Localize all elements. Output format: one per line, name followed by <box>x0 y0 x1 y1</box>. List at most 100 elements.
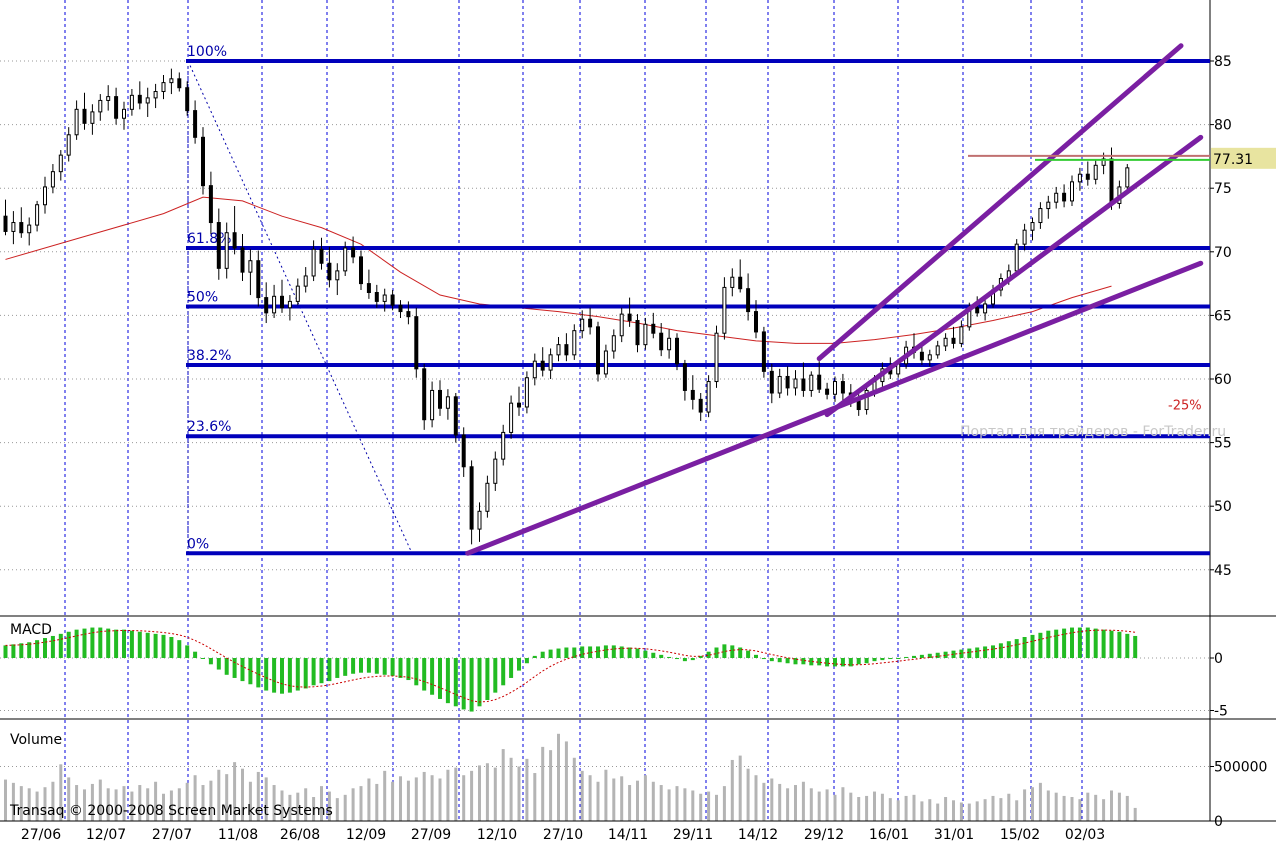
macd-bar <box>848 658 853 667</box>
macd-bar <box>35 640 40 658</box>
y-tick-label: 85 <box>1214 54 1232 70</box>
candle-body <box>935 345 940 356</box>
volume-bar <box>193 775 197 821</box>
macd-bar <box>509 658 514 678</box>
volume-bar <box>786 788 790 821</box>
macd-bar <box>493 658 498 693</box>
macd-bar <box>477 658 482 707</box>
volume-bar <box>636 780 639 821</box>
macd-bar <box>145 632 150 658</box>
candle-body <box>643 323 648 346</box>
candle-body <box>833 381 837 395</box>
candle-body <box>58 154 63 173</box>
macd-bar <box>1062 628 1067 658</box>
volume-bar <box>501 749 505 821</box>
macd-bar <box>761 658 766 660</box>
macd-bar <box>382 658 387 675</box>
candle-body <box>706 381 711 413</box>
candle-body <box>406 311 411 318</box>
macd-bar <box>548 649 553 658</box>
macd-bar <box>698 655 703 658</box>
volume-bar <box>865 795 869 821</box>
candle-body <box>1070 181 1074 202</box>
macd-bar <box>619 646 624 658</box>
macd-bar <box>445 658 450 704</box>
macd-bar <box>272 658 277 693</box>
macd-bar <box>248 658 253 685</box>
volume-bar <box>596 781 600 821</box>
fibonacci-level-label: 23.6% <box>187 419 231 435</box>
candle-body <box>137 94 142 104</box>
macd-bar <box>216 658 221 670</box>
macd-bar <box>453 658 458 707</box>
volume-bar <box>1117 792 1121 821</box>
candle-body <box>461 434 466 468</box>
macd-bar <box>927 653 932 658</box>
x-tick-label: 02/03 <box>1065 827 1105 843</box>
macd-bar <box>303 658 308 689</box>
macd-bar <box>193 651 198 658</box>
macd-bar <box>556 648 561 658</box>
macd-label: MACD <box>10 622 52 638</box>
candle-body <box>248 260 253 273</box>
volume-bar <box>19 786 23 821</box>
candle-body <box>256 260 261 299</box>
volume-panel: Volume 500000 0 <box>0 732 1267 830</box>
volume-bar <box>67 777 71 821</box>
candle-body <box>769 370 774 394</box>
volume-bar <box>572 757 576 821</box>
volume-bar <box>296 792 300 821</box>
candle-body <box>761 331 766 372</box>
macd-tick-label: 0 <box>1214 651 1223 667</box>
candle-body <box>50 171 55 188</box>
macd-bar <box>469 658 474 712</box>
volume-bar <box>83 789 86 821</box>
volume-bar <box>722 786 726 821</box>
macd-bar <box>983 646 988 658</box>
macd-bar <box>287 658 292 693</box>
candle-body <box>335 270 340 281</box>
macd-bar <box>635 648 640 658</box>
x-tick-label: 29/11 <box>673 827 713 843</box>
volume-bar <box>967 803 971 821</box>
macd-bar <box>1038 632 1043 658</box>
volume-bar <box>904 795 908 821</box>
volume-bar <box>367 778 371 821</box>
volume-tick-label: 0 <box>1214 814 1223 830</box>
candle-body <box>185 87 190 112</box>
candle-body <box>264 297 269 314</box>
candle-body <box>738 276 743 290</box>
volume-bar <box>778 783 782 821</box>
candle-body <box>414 316 419 370</box>
volume-bar <box>801 781 805 821</box>
volume-bar <box>588 775 592 821</box>
macd-bar <box>777 658 782 663</box>
volume-bar <box>1038 782 1042 821</box>
volume-bar <box>999 798 1003 821</box>
macd-bar <box>690 658 695 661</box>
candle-body <box>193 110 198 138</box>
macd-bar <box>1054 629 1059 658</box>
macd-bar <box>912 655 916 658</box>
y-tick-label: 55 <box>1214 436 1232 452</box>
candle-body <box>825 388 830 395</box>
volume-bar <box>809 788 813 821</box>
macd-bar <box>967 648 972 658</box>
macd-bar <box>66 631 71 658</box>
candle-body <box>943 337 948 347</box>
macd-bar <box>169 637 174 658</box>
volume-bar <box>177 788 181 821</box>
macd-bar <box>730 645 735 658</box>
volume-bar <box>525 758 529 821</box>
volume-bar <box>320 786 323 821</box>
macd-bar <box>430 658 435 695</box>
macd-bar <box>335 658 340 678</box>
macd-bar <box>82 628 87 658</box>
volume-bar <box>130 791 134 821</box>
macd-bar <box>517 658 521 671</box>
volume-bar <box>991 795 995 821</box>
candle-body <box>129 94 134 110</box>
candle-body <box>651 323 656 334</box>
volume-bar <box>659 785 663 821</box>
volume-bar <box>817 791 821 821</box>
